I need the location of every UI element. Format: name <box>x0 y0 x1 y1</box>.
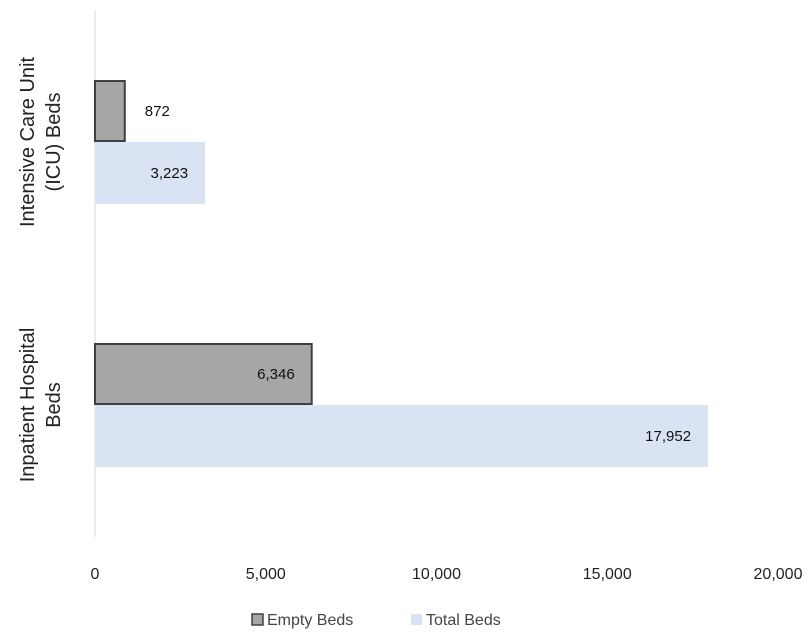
x-tick-label: 20,000 <box>754 566 803 583</box>
legend-item-total-beds: Total Beds <box>411 612 501 629</box>
data-label-total-beds-1: 17,952 <box>645 428 691 445</box>
bar-empty-beds-1 <box>94 343 313 405</box>
legend-swatch <box>251 613 264 626</box>
plot-area: 872 6,346 3,223 17,952 <box>94 10 709 537</box>
data-label-empty-beds-0: 872 <box>145 103 170 120</box>
legend-label: Total Beds <box>426 612 501 629</box>
bar-total-beds-0 <box>95 142 206 204</box>
bar-empty-beds-0 <box>94 80 126 142</box>
x-tick-label: 0 <box>91 566 100 583</box>
category-label-line: Beds <box>43 382 65 428</box>
legend-item-empty-beds: Empty Beds <box>251 612 353 629</box>
category-labels: Intensive Care Unit (ICU) Beds Inpatient H… <box>17 57 65 483</box>
category-label-line: Intensive Care Unit <box>17 57 39 228</box>
legend: Empty Beds Total Beds <box>251 612 501 629</box>
category-label-1: Inpatient Hospital Beds <box>17 328 65 483</box>
x-tick-label: 10,000 <box>412 566 461 583</box>
data-label-empty-beds-1: 6,346 <box>257 366 295 383</box>
x-axis-tick-labels: 0 5,000 10,000 15,000 20,000 <box>91 566 803 583</box>
legend-label: Empty Beds <box>267 612 353 629</box>
category-label-line: (ICU) Beds <box>43 93 65 192</box>
bar-total-beds-1 <box>95 405 709 467</box>
data-label-total-beds-0: 3,223 <box>151 165 189 182</box>
category-label-line: Inpatient Hospital <box>17 328 39 483</box>
x-tick-label: 15,000 <box>583 566 632 583</box>
x-tick-label: 5,000 <box>246 566 286 583</box>
legend-swatch <box>411 614 422 625</box>
category-label-0: Intensive Care Unit (ICU) Beds <box>17 57 65 228</box>
